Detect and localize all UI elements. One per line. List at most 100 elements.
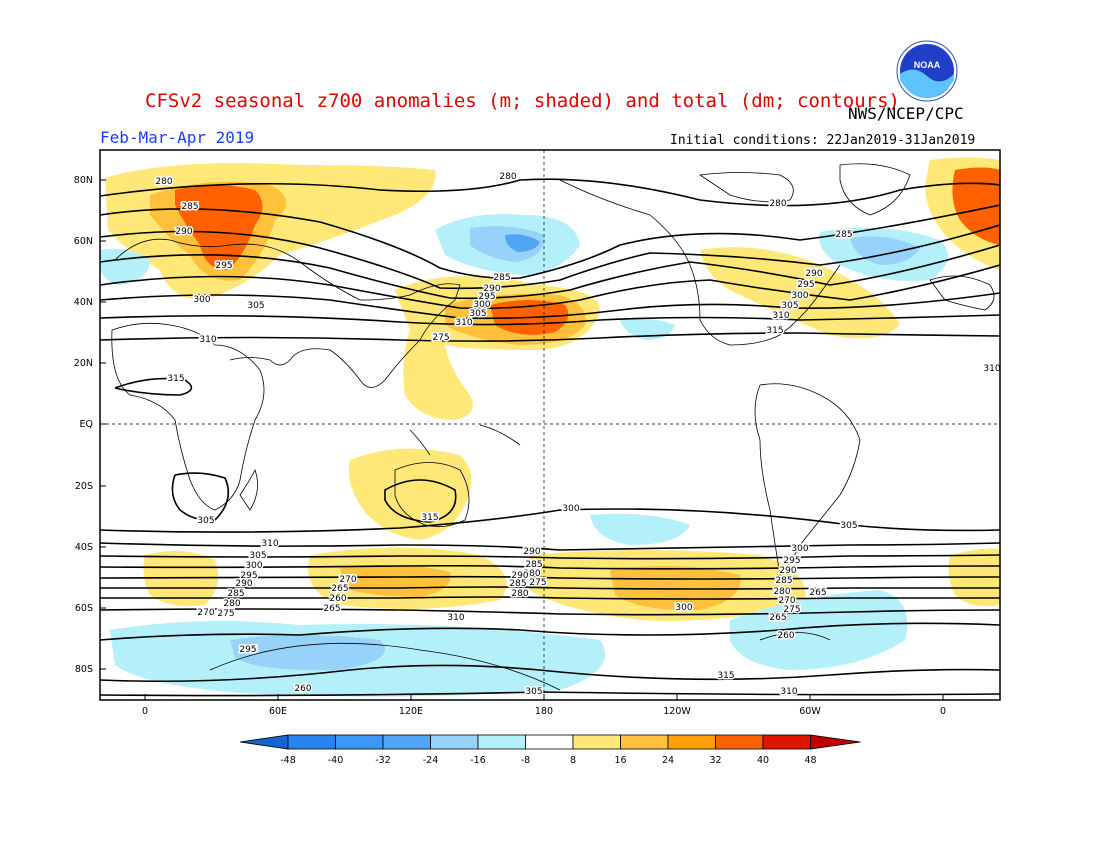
latitude-labels: 80N 60N 40N 20N EQ 20S 40S 60S 80S: [74, 175, 106, 675]
contour-label: 265: [769, 613, 786, 623]
contour-label: 295: [215, 261, 232, 271]
contour-label: 265: [331, 584, 348, 594]
contour-label: 295: [478, 292, 495, 302]
lon-label: 120E: [399, 706, 423, 717]
colorbar-swatch: [335, 734, 384, 750]
contour-label: 275: [432, 333, 449, 343]
contour-label: 265: [240, 645, 257, 655]
contour-label: 310: [199, 335, 216, 345]
contour-label: 300: [245, 561, 262, 571]
colorbar-label: -24: [423, 755, 439, 766]
contour-label: 275: [529, 578, 546, 588]
contour-label: 310: [455, 318, 472, 328]
colorbar-swatch: [620, 734, 669, 750]
contour-label: 300: [791, 291, 808, 301]
contour-label: 275: [217, 609, 234, 619]
coastlines: [111, 163, 995, 691]
colorbar: -48 -40 -32 -24 -16 -8 8 16 24 32 40 48: [239, 734, 861, 766]
contour-label: 285: [835, 230, 852, 240]
colorbar-swatch: [382, 734, 431, 750]
contour-label: 300: [473, 300, 490, 310]
contour-label: 285: [775, 576, 792, 586]
contour-label: 280: [223, 599, 240, 609]
colorbar-swatch: [287, 734, 336, 750]
lat-label: 40S: [75, 542, 93, 553]
colorbar-label: -8: [521, 755, 530, 766]
lat-label: 20S: [75, 481, 93, 492]
contour-label: 295: [783, 556, 800, 566]
colorbar-label: 48: [804, 755, 816, 766]
contour-label: 305: [840, 521, 857, 531]
forecast-period: Feb-Mar-Apr 2019: [100, 128, 255, 147]
lon-label: 0: [940, 706, 946, 717]
initial-conditions: Initial conditions: 22Jan2019-31Jan2019: [670, 133, 976, 148]
contour-label: 310: [447, 613, 464, 623]
contour-label: 315: [421, 513, 438, 523]
colorbar-arrow-left: [239, 734, 289, 750]
colorbar-label: -40: [328, 755, 344, 766]
lat-label: 20N: [74, 358, 93, 369]
colorbar-swatch: [430, 734, 479, 750]
organization-label: NWS/NCEP/CPC: [848, 104, 964, 123]
colorbar-label: 16: [614, 755, 626, 766]
noaa-logo: NOAA: [896, 40, 958, 102]
lon-label: 180: [535, 706, 553, 717]
contour-label: 295: [797, 280, 814, 290]
contour-label: 280: [511, 589, 528, 599]
contour-label: 310: [780, 687, 797, 697]
contour-label: 300: [791, 544, 808, 554]
contour-label: 290: [523, 547, 540, 557]
contour-label: 285: [181, 202, 198, 212]
colorbar-label: -32: [375, 755, 391, 766]
contour-label: 270: [778, 596, 795, 606]
contour-label: 290: [805, 269, 822, 279]
contour-label: 310: [772, 311, 789, 321]
colorbar-arrow-right: [810, 734, 861, 750]
contour-label: 290: [175, 227, 192, 237]
contour-label: 260: [777, 631, 794, 641]
contour-label: 280: [773, 587, 790, 597]
lat-label: EQ: [80, 419, 93, 430]
contour-label: 295: [239, 645, 256, 655]
contour-label: 265: [809, 588, 826, 598]
lon-label: 120W: [663, 706, 691, 717]
colorbar-swatch: [715, 734, 764, 750]
contour-label: 285: [525, 560, 542, 570]
lat-label: 80N: [74, 175, 93, 186]
contour-label: 315: [167, 374, 184, 384]
longitude-labels: 0 60E 120E 180 120W 60W 0: [142, 694, 946, 717]
colorbar-label: -16: [470, 755, 486, 766]
contour-label: 280: [523, 569, 540, 579]
lat-label: 40N: [74, 297, 93, 308]
contour-label: 300: [675, 603, 692, 613]
contour-labels: 2802852902953003053103153103053002952902…: [154, 171, 1002, 699]
contour-label: 310: [983, 364, 1000, 374]
contour-label: 315: [717, 671, 734, 681]
colorbar-label: 8: [570, 755, 576, 766]
contour-label: 305: [197, 516, 214, 526]
grid-lines: [100, 150, 1000, 700]
lat-label: 60N: [74, 236, 93, 247]
contour-label: 285: [227, 589, 244, 599]
contour-label: 290: [235, 579, 252, 589]
contour-label: 315: [766, 326, 783, 336]
contour-label: 290: [483, 284, 500, 294]
lon-label: 0: [142, 706, 148, 717]
contour-label: 275: [783, 605, 800, 615]
contour-label: 300: [193, 295, 210, 305]
colorbar-label: 32: [709, 755, 721, 766]
map-frame: [99, 149, 1001, 701]
contour-label: 305: [249, 551, 266, 561]
colorbar-label: 40: [757, 755, 769, 766]
lon-label: 60E: [269, 706, 287, 717]
contour-label: 305: [247, 301, 264, 311]
colorbar-label: 24: [662, 755, 674, 766]
contour-label: 260: [329, 594, 346, 604]
contour-label: 270: [339, 575, 356, 585]
contour-label: 270: [197, 608, 214, 618]
colorbar-label: -48: [280, 755, 296, 766]
contour-label: 290: [511, 571, 528, 581]
contour-label: 305: [525, 687, 542, 697]
colorbar-swatch: [762, 734, 811, 750]
contour-label: 300: [562, 504, 579, 514]
